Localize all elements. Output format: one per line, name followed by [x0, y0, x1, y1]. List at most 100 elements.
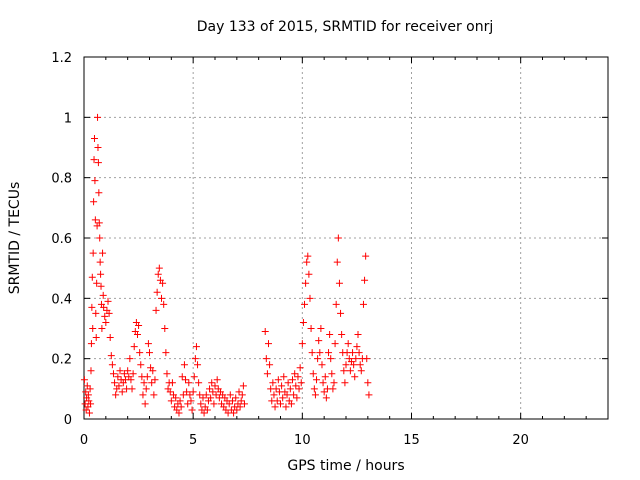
y-tick-label: 0.2	[51, 353, 72, 368]
data-point	[340, 367, 348, 375]
data-point	[162, 349, 170, 357]
data-point	[299, 318, 307, 326]
data-point	[82, 406, 90, 414]
data-point	[291, 370, 299, 378]
data-point	[195, 379, 203, 387]
data-point	[263, 370, 271, 378]
data-point	[240, 400, 248, 408]
data-point	[144, 340, 152, 348]
data-point	[102, 318, 110, 326]
data-point	[93, 279, 101, 287]
y-tick-label: 1	[64, 111, 72, 126]
data-point	[161, 325, 169, 332]
data-point	[154, 270, 162, 278]
data-point	[274, 376, 282, 384]
data-point	[200, 409, 208, 417]
data-point	[272, 385, 280, 393]
y-tick-label: 0.6	[51, 232, 72, 247]
data-point	[352, 355, 360, 363]
data-point	[306, 294, 314, 302]
data-point	[80, 376, 88, 384]
x-tick-label: 10	[294, 433, 311, 448]
data-point	[148, 379, 156, 387]
data-point	[178, 373, 186, 381]
data-point	[96, 234, 104, 242]
data-point	[99, 291, 107, 299]
data-point	[349, 349, 357, 357]
data-point	[153, 288, 161, 296]
data-point	[290, 391, 298, 399]
data-point	[100, 303, 108, 311]
data-point	[286, 385, 294, 393]
data-point	[142, 385, 150, 393]
data-point	[92, 334, 100, 342]
data-point	[304, 252, 312, 260]
data-point	[155, 264, 163, 272]
data-point	[331, 340, 339, 348]
data-point	[293, 394, 301, 402]
data-point	[280, 373, 288, 381]
data-point	[90, 134, 98, 142]
data-point	[95, 189, 103, 197]
data-point	[111, 379, 119, 387]
data-point	[311, 391, 319, 399]
data-point	[90, 156, 98, 164]
data-point	[228, 397, 236, 405]
data-point	[124, 367, 132, 375]
data-point	[235, 388, 243, 396]
data-point	[185, 379, 193, 387]
data-point	[298, 340, 306, 348]
data-point	[308, 349, 316, 357]
data-point	[163, 370, 171, 378]
data-point	[108, 361, 116, 369]
data-point	[319, 379, 327, 387]
data-point	[184, 400, 192, 408]
data-point	[136, 349, 144, 357]
data-point	[85, 409, 93, 417]
data-point	[295, 385, 303, 393]
data-point	[105, 309, 113, 317]
data-point	[92, 309, 100, 317]
data-point	[303, 258, 311, 266]
data-point	[316, 349, 324, 357]
data-point	[344, 340, 352, 348]
data-point	[189, 388, 197, 396]
data-point	[99, 249, 107, 257]
data-point	[363, 355, 371, 363]
data-point	[330, 379, 338, 387]
data-point	[283, 391, 291, 399]
data-point	[176, 397, 184, 405]
data-point	[313, 376, 321, 384]
data-point	[318, 361, 326, 369]
data-point	[342, 361, 350, 369]
data-point	[182, 376, 190, 384]
data-point	[143, 373, 151, 381]
data-point	[359, 300, 367, 308]
x-tick-label: 0	[80, 433, 88, 448]
data-point	[114, 373, 122, 381]
data-point	[118, 388, 126, 396]
data-point	[85, 397, 93, 405]
data-point	[213, 376, 221, 384]
data-point	[354, 331, 362, 339]
data-point	[328, 370, 336, 378]
data-point	[230, 409, 238, 417]
y-tick-label: 0	[64, 413, 72, 428]
data-point	[183, 388, 191, 396]
data-point	[284, 379, 292, 387]
data-point	[94, 113, 102, 121]
data-point	[238, 391, 246, 399]
data-point	[282, 403, 290, 411]
data-point	[287, 400, 295, 408]
data-point	[187, 397, 195, 405]
data-point	[166, 388, 174, 396]
data-point	[270, 391, 278, 399]
data-point	[341, 379, 349, 387]
data-point	[191, 355, 199, 363]
data-point	[333, 258, 341, 266]
data-point	[206, 385, 214, 393]
data-points	[80, 113, 373, 417]
data-point	[279, 394, 287, 402]
data-point	[296, 364, 304, 372]
